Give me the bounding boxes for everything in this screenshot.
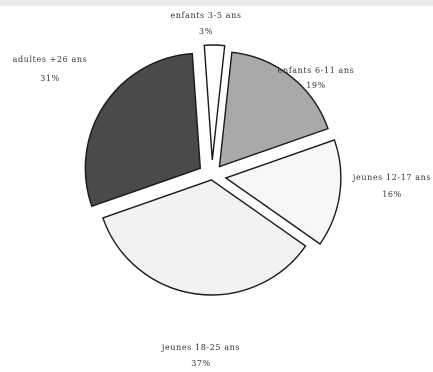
slice-category-label: enfants 3-5 ans <box>170 11 241 20</box>
pie-labels: enfants 3-5 ans 3% enfants 6-11 ans 19% jeun… <box>13 11 431 368</box>
slice-percent-label: 16% <box>382 190 402 199</box>
pie-slice <box>218 51 329 168</box>
pie-slice <box>224 139 342 245</box>
slice-percent-label: 37% <box>191 359 211 368</box>
slice-percent-label: 19% <box>306 81 326 90</box>
slice-category-label: jeunes 12-17 ans <box>352 173 431 182</box>
cropped-title-strip <box>0 0 433 6</box>
pie-slices <box>84 44 342 296</box>
slice-category-label: adultes +26 ans <box>13 55 88 64</box>
pie-slice <box>84 52 202 208</box>
slice-category-label: jeunes 18-25 ans <box>161 343 240 352</box>
pie-slice <box>102 179 307 296</box>
slice-category-label: enfants 6-11 ans <box>278 66 355 75</box>
slice-percent-label: 31% <box>40 74 60 83</box>
slice-percent-label: 3% <box>199 27 213 36</box>
pie-slice <box>203 44 226 161</box>
